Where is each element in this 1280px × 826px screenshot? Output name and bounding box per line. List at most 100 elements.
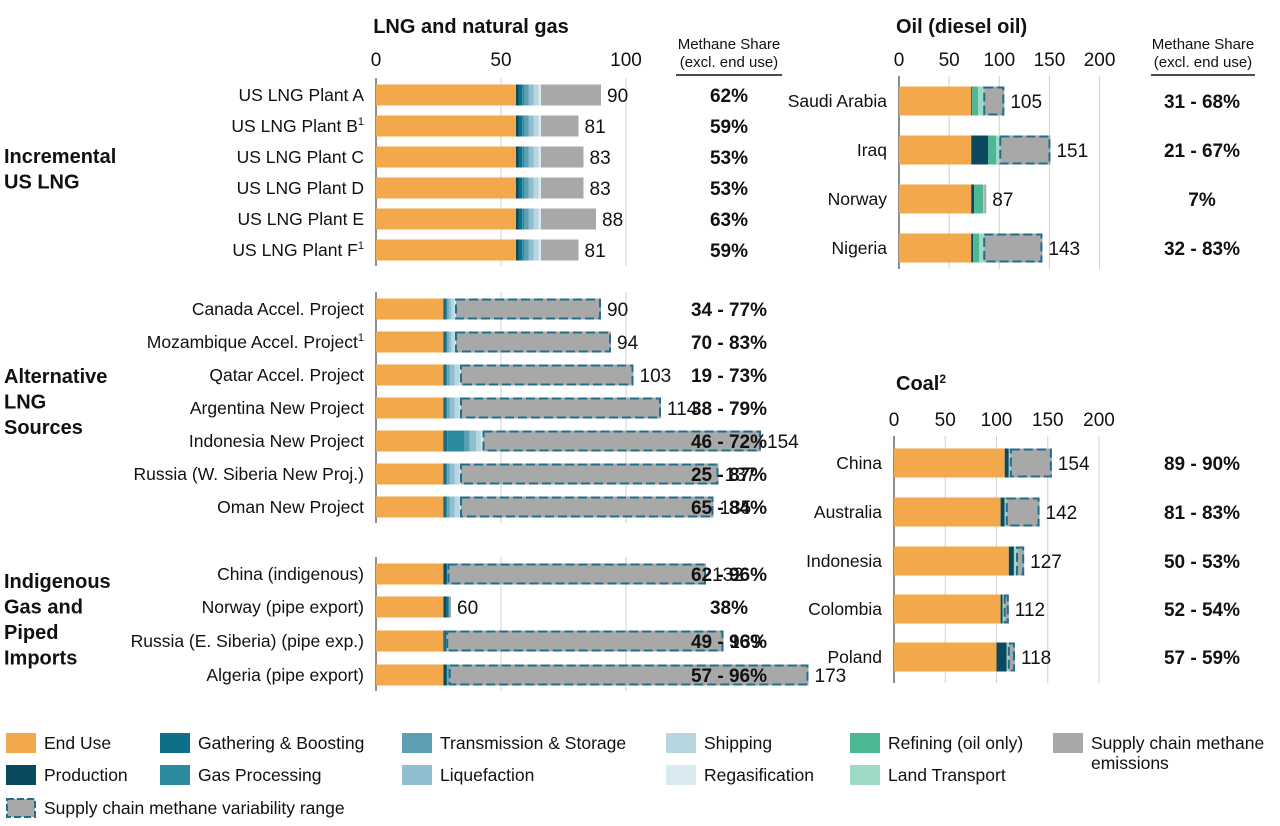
category-label: Russia (W. Siberia New Proj.) bbox=[134, 464, 364, 484]
bar-segment-gathering bbox=[444, 298, 446, 320]
bar-row-qatar-accel-project: Qatar Accel. Project 103 19 - 73% bbox=[209, 364, 767, 387]
methane-share-header: Methane Share(excl. end use) bbox=[676, 36, 782, 76]
category-label: US LNG Plant F1 bbox=[232, 240, 364, 260]
bar-segment-gathering bbox=[446, 596, 449, 618]
bar-row-us-lng-plant-c: US LNG Plant C 83 53% bbox=[237, 146, 748, 169]
data-label: 90 bbox=[607, 300, 628, 321]
bar-segment-regasification bbox=[481, 430, 484, 452]
bar-segment-production bbox=[1000, 497, 1005, 527]
legend-swatch bbox=[160, 733, 190, 753]
bar-segment-production bbox=[971, 135, 989, 165]
methane-share-value: 31 - 68% bbox=[1164, 92, 1240, 113]
variability-range bbox=[460, 364, 634, 386]
legend-item-refining: Refining (oil only) bbox=[850, 733, 1023, 753]
bar-segment-end-use bbox=[376, 146, 516, 168]
legend-swatch bbox=[6, 733, 36, 753]
bar-segment-gas-processing bbox=[522, 177, 525, 199]
bar-segment-supply-chain bbox=[1000, 135, 1051, 165]
bar-segment-end-use bbox=[894, 497, 1001, 527]
bar-segment-supply-chain bbox=[1008, 642, 1015, 672]
bar-segment-production bbox=[443, 496, 445, 518]
bar-segment-end-use bbox=[376, 208, 516, 230]
data-label: 114 bbox=[667, 399, 698, 420]
methane-share-value: 34 - 77% bbox=[691, 300, 767, 321]
chart-title: Coal2 bbox=[896, 372, 946, 395]
group-label-line: Indigenous bbox=[4, 571, 111, 593]
bar-segment-liquefaction bbox=[528, 208, 534, 230]
methane-share-value: 70 - 83% bbox=[691, 333, 767, 354]
legend-label: emissions bbox=[1091, 753, 1169, 773]
bar-segment-shipping bbox=[533, 208, 539, 230]
bar-segment-production bbox=[516, 177, 519, 199]
methane-share-value: 19 - 73% bbox=[691, 366, 767, 387]
bar-segment-shipping bbox=[533, 146, 539, 168]
bar-segment-refining bbox=[974, 184, 984, 214]
tick-label: 50 bbox=[935, 410, 956, 431]
bar-segment-liquefaction bbox=[449, 463, 455, 485]
category-label: Nigeria bbox=[832, 238, 888, 258]
legend-item-regasification: Regasification bbox=[666, 765, 814, 785]
methane-share-header: Methane Share(excl. end use) bbox=[1151, 36, 1255, 76]
bar-segment-end-use bbox=[899, 135, 972, 165]
bar-segment-end-use bbox=[376, 397, 444, 419]
data-label: 81 bbox=[585, 117, 606, 138]
bar-segment-shipping bbox=[454, 364, 460, 386]
variability-range bbox=[999, 135, 1051, 165]
bar-row-norway-pipe-export: Norway (pipe export) 60 38% bbox=[202, 596, 748, 619]
bar-segment-end-use bbox=[899, 233, 972, 263]
bar-segment-production bbox=[443, 463, 445, 485]
category-label: Mozambique Accel. Project1 bbox=[147, 332, 364, 352]
bar-segment-liquefaction bbox=[449, 397, 455, 419]
bar-segment-liquefaction bbox=[528, 84, 534, 106]
bar-segment-production bbox=[443, 298, 445, 320]
category-label: Poland bbox=[828, 647, 883, 667]
share-header-line: Methane Share bbox=[1152, 36, 1255, 53]
bar-segment-supply-chain bbox=[448, 563, 706, 585]
methane-share-value: 89 - 90% bbox=[1164, 454, 1240, 475]
category-label: Norway (pipe export) bbox=[202, 597, 364, 617]
legend-label: Gas Processing bbox=[198, 765, 322, 785]
bar-segment-end-use bbox=[376, 177, 516, 199]
methane-share-value: 38% bbox=[710, 598, 748, 619]
bar-segment-land-transport bbox=[979, 233, 985, 263]
bar-segment-transmission bbox=[447, 331, 449, 353]
category-label: US LNG Plant A bbox=[239, 85, 365, 105]
bar-segment-regasification bbox=[538, 208, 541, 230]
bar-segment-end-use bbox=[376, 239, 516, 261]
category-label: Australia bbox=[814, 502, 882, 522]
bar-segment-transmission bbox=[524, 84, 529, 106]
legend: End Use Production Gathering & Boosting Gas… bbox=[6, 733, 1264, 818]
data-label: 88 bbox=[602, 210, 623, 231]
legend-label: Supply chain methane variability range bbox=[44, 798, 345, 818]
bar-segment-regasification bbox=[538, 146, 541, 168]
bar-segment-supply-chain bbox=[984, 86, 1005, 116]
data-label: 90 bbox=[607, 86, 628, 107]
bar-segment-supply-chain bbox=[541, 239, 579, 261]
bar-segment-land-transport bbox=[1004, 497, 1007, 527]
data-label: 112 bbox=[1015, 600, 1045, 621]
bar-row-nigeria: Nigeria 143 32 - 83% bbox=[832, 233, 1240, 263]
legend-item-shipping: Shipping bbox=[666, 733, 772, 753]
bar-segment-supply-chain bbox=[461, 364, 634, 386]
bar-segment-gathering bbox=[444, 364, 446, 386]
variability-range bbox=[1003, 594, 1009, 624]
bar-segment-gathering bbox=[444, 397, 446, 419]
methane-share-value: 32 - 83% bbox=[1164, 239, 1240, 260]
tick-label: 50 bbox=[939, 50, 960, 71]
category-label: US LNG Plant D bbox=[237, 178, 364, 198]
data-label: 83 bbox=[590, 179, 611, 200]
bar-segment-regasification bbox=[538, 239, 541, 261]
tick-label: 0 bbox=[371, 50, 382, 71]
variability-range bbox=[1009, 448, 1052, 478]
legend-swatch bbox=[850, 733, 880, 753]
bar-row-us-lng-plant-a: US LNG Plant A 90 62% bbox=[239, 84, 748, 107]
bar-segment-land-transport bbox=[978, 86, 985, 116]
tick-label: 100 bbox=[981, 410, 1013, 431]
legend-label: Transmission & Storage bbox=[440, 733, 626, 753]
group-label: Alternative LNG Sources bbox=[4, 366, 107, 439]
category-label: Algeria (pipe export) bbox=[206, 665, 364, 685]
bar-segment-production bbox=[443, 664, 446, 686]
bar-segment-end-use bbox=[376, 115, 516, 137]
